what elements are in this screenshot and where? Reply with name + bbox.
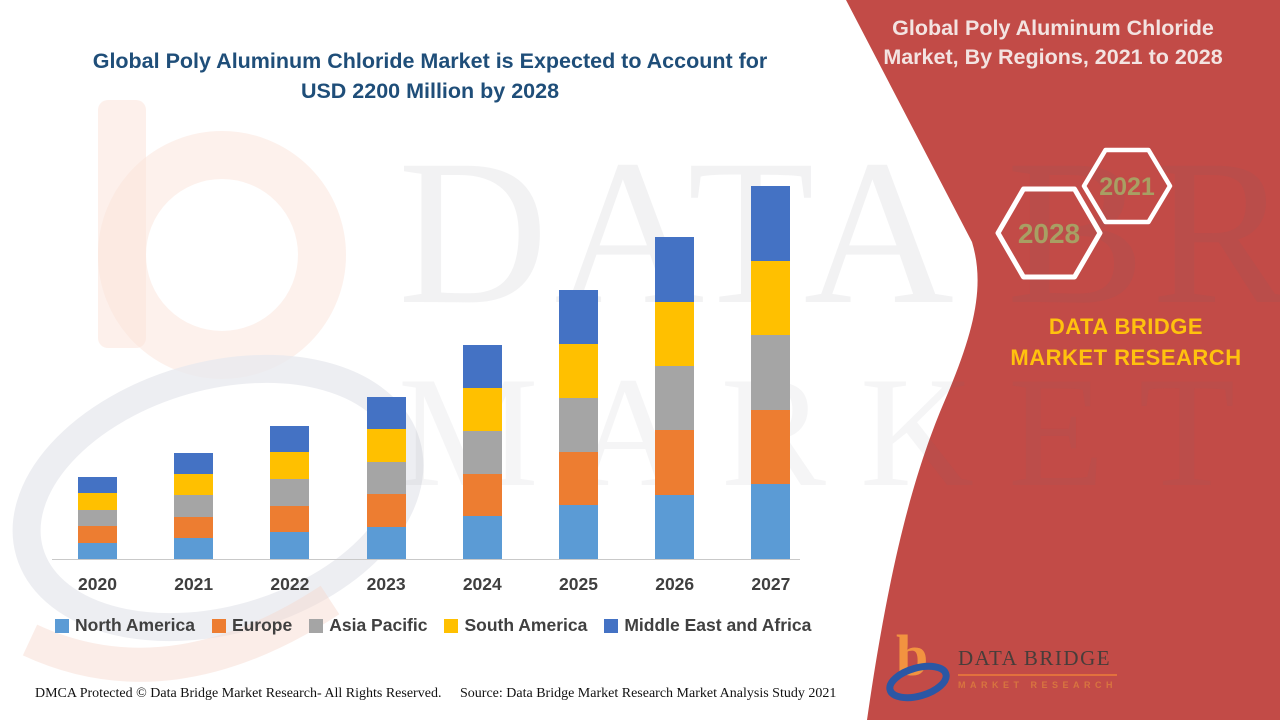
legend-swatch-europe <box>211 618 226 633</box>
bar-2021-segment-europe <box>174 516 214 538</box>
source-note: Source: Data Bridge Market Research Mark… <box>460 686 837 701</box>
legend-item-south-america: South America <box>444 615 587 636</box>
page-title: Global Poly Aluminum Chloride Market is … <box>92 49 768 103</box>
x-tick-label-2022: 2022 <box>270 574 310 594</box>
bar-2024-segment-north-america <box>462 516 502 559</box>
bar-2022-segment-asia-pacific <box>270 479 310 506</box>
legend-item-north-america: North America <box>55 615 195 636</box>
bar-2023-segment-europe <box>366 494 406 527</box>
bar-2025-segment-middle-east-and-africa <box>559 290 598 345</box>
bar-2027-segment-europe <box>751 409 791 485</box>
bar-2022-segment-south-america <box>270 452 310 480</box>
legend-item-middle-east-and-africa: Middle East and Africa <box>604 615 811 636</box>
bar-2020 <box>78 476 117 559</box>
bar-2026-segment-asia-pacific <box>655 366 695 431</box>
x-tick-label-2027: 2027 <box>751 574 791 594</box>
bar-2020-segment-south-america <box>78 493 117 510</box>
logo-tagline: MARKET RESEARCH <box>958 680 1118 690</box>
bar-2026 <box>655 237 695 559</box>
red-side-panel <box>846 0 1280 720</box>
panel-title: Global Poly Aluminum Chloride Market, By… <box>883 16 1223 69</box>
legend-swatch-middle-east-and-africa <box>604 618 619 633</box>
logo-name: DATA BRIDGE <box>958 646 1118 676</box>
bar-2027-segment-middle-east-and-africa <box>751 186 791 261</box>
legend-swatch-south-america <box>444 618 459 633</box>
legend-swatch-asia-pacific <box>309 618 324 633</box>
bar-2027-segment-asia-pacific <box>751 335 791 410</box>
dmca-notice: DMCA Protected © Data Bridge Market Rese… <box>35 686 442 701</box>
bar-2020-segment-north-america <box>78 542 117 559</box>
hexagon-2028-label: 2028 <box>1017 218 1081 249</box>
bar-2021-segment-south-america <box>174 474 214 496</box>
bar-2021-segment-asia-pacific <box>174 495 214 517</box>
brand-text: DATA BRIDGE MARKET RESEARCH <box>1010 314 1242 370</box>
bar-2024-segment-south-america <box>462 388 502 431</box>
bar-2020-segment-europe <box>78 526 117 543</box>
bar-2021-segment-middle-east-and-africa <box>174 452 214 474</box>
hexagon-2021-label: 2021 <box>1099 173 1155 201</box>
bar-2024-segment-middle-east-and-africa <box>462 345 502 389</box>
bar-2027-segment-north-america <box>751 484 791 559</box>
legend-label-asia-pacific: Asia Pacific <box>329 615 428 635</box>
chart-legend: North America Europe Asia Pacific South Ame… <box>55 615 811 636</box>
bar-2022-segment-north-america <box>270 532 310 559</box>
bar-2023-segment-middle-east-and-africa <box>366 396 406 430</box>
legend-label-north-america: North America <box>75 615 195 635</box>
bar-2020-segment-asia-pacific <box>78 509 117 527</box>
hexagon-2021-outline <box>1081 147 1173 225</box>
bar-2022 <box>270 425 310 559</box>
bar-2025 <box>559 290 598 559</box>
bar-2020-segment-middle-east-and-africa <box>78 476 117 494</box>
legend-item-europe: Europe <box>211 615 293 636</box>
bar-2021-segment-north-america <box>174 537 214 559</box>
bar-2024-segment-asia-pacific <box>462 430 502 474</box>
x-tick-label-2026: 2026 <box>655 574 695 594</box>
legend-label-middle-east-and-africa: Middle East and Africa <box>624 615 812 635</box>
bar-2026-segment-south-america <box>655 301 695 367</box>
x-tick-label-2020: 2020 <box>78 574 117 594</box>
logo-text: DATA BRIDGE MARKET RESEARCH <box>958 646 1118 690</box>
bar-2022-segment-europe <box>270 505 310 533</box>
x-tick-label-2021: 2021 <box>174 574 214 594</box>
bar-2027 <box>751 186 791 559</box>
bar-2023-segment-asia-pacific <box>366 461 406 495</box>
x-axis-line <box>52 559 800 560</box>
bar-2023-segment-north-america <box>366 526 406 559</box>
bar-2024-segment-europe <box>462 473 502 517</box>
bar-2024 <box>462 345 502 559</box>
bar-2025-segment-asia-pacific <box>559 397 598 452</box>
bar-2021 <box>174 452 214 559</box>
bar-2025-segment-south-america <box>559 344 598 398</box>
bar-2023-segment-south-america <box>366 429 406 462</box>
legend-label-europe: Europe <box>231 615 293 635</box>
data-bridge-logo: b DATA BRIDGE MARKET RESEARCH <box>882 623 1118 704</box>
bar-2027-segment-south-america <box>751 260 791 336</box>
legend-label-south-america: South America <box>464 615 588 635</box>
bar-2023 <box>366 396 406 559</box>
data-bridge-logo-icon: b <box>882 623 954 704</box>
bar-2026-segment-middle-east-and-africa <box>655 237 695 302</box>
bar-2025-segment-north-america <box>559 505 598 559</box>
x-tick-label-2023: 2023 <box>366 574 406 594</box>
logo-swoosh-icon <box>886 662 950 702</box>
bar-2022-segment-middle-east-and-africa <box>270 425 310 453</box>
hexagon-2028-outline <box>995 186 1103 280</box>
bar-2025-segment-europe <box>559 451 598 506</box>
bar-2026-segment-europe <box>655 430 695 495</box>
legend-swatch-north-america <box>55 618 69 633</box>
x-tick-label-2025: 2025 <box>559 574 598 594</box>
faint-b-logo-watermark <box>12 100 424 682</box>
legend-item-asia-pacific: Asia Pacific <box>309 615 427 636</box>
bar-2026-segment-north-america <box>655 494 695 559</box>
x-tick-label-2024: 2024 <box>462 574 502 594</box>
